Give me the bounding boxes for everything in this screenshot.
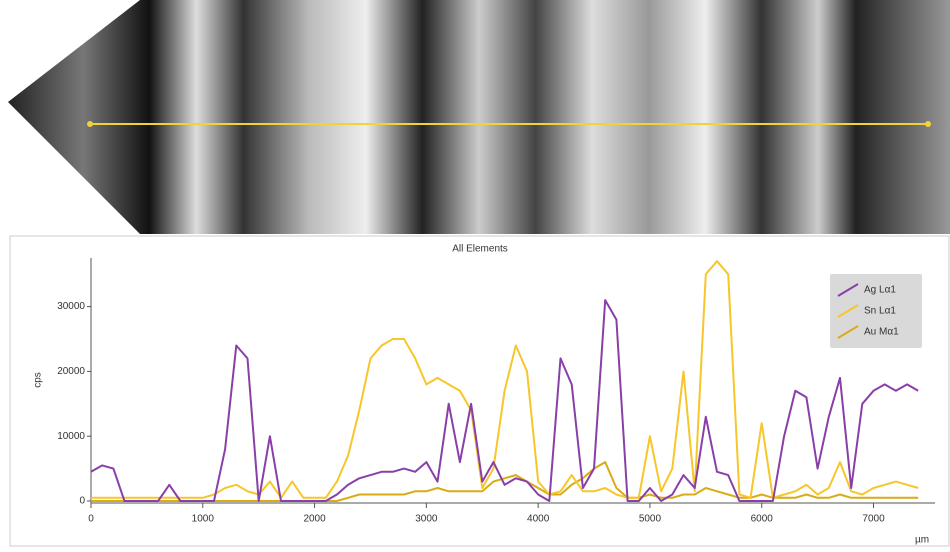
legend-label: Sn Lα1 xyxy=(864,306,896,317)
chart-title: All Elements xyxy=(452,244,508,255)
y-axis-label: cps xyxy=(33,372,44,388)
x-axis-label: µm xyxy=(915,535,929,546)
legend-swatch xyxy=(837,325,859,339)
y-tick-label: 0 xyxy=(79,496,85,507)
legend-label: Ag Lα1 xyxy=(864,285,896,296)
series-line xyxy=(91,260,919,499)
legend-swatch xyxy=(837,283,859,297)
y-tick-label: 20000 xyxy=(57,366,85,377)
x-tick-label: 6000 xyxy=(751,514,774,525)
y-tick-label: 10000 xyxy=(57,431,85,442)
x-tick-label: 5000 xyxy=(639,514,662,525)
x-tick-label: 3000 xyxy=(415,514,438,525)
legend-swatch xyxy=(837,304,859,318)
x-tick-label: 2000 xyxy=(303,514,326,525)
legend-label: Au Mα1 xyxy=(864,327,899,338)
x-tick-label: 0 xyxy=(88,514,94,525)
y-tick-label: 30000 xyxy=(57,301,85,312)
micrograph xyxy=(8,0,950,234)
x-tick-label: 1000 xyxy=(192,514,215,525)
series-line xyxy=(91,461,919,502)
x-tick-label: 7000 xyxy=(862,514,885,525)
x-tick-label: 4000 xyxy=(527,514,550,525)
series-line xyxy=(90,299,919,502)
chart-panel xyxy=(9,235,950,547)
